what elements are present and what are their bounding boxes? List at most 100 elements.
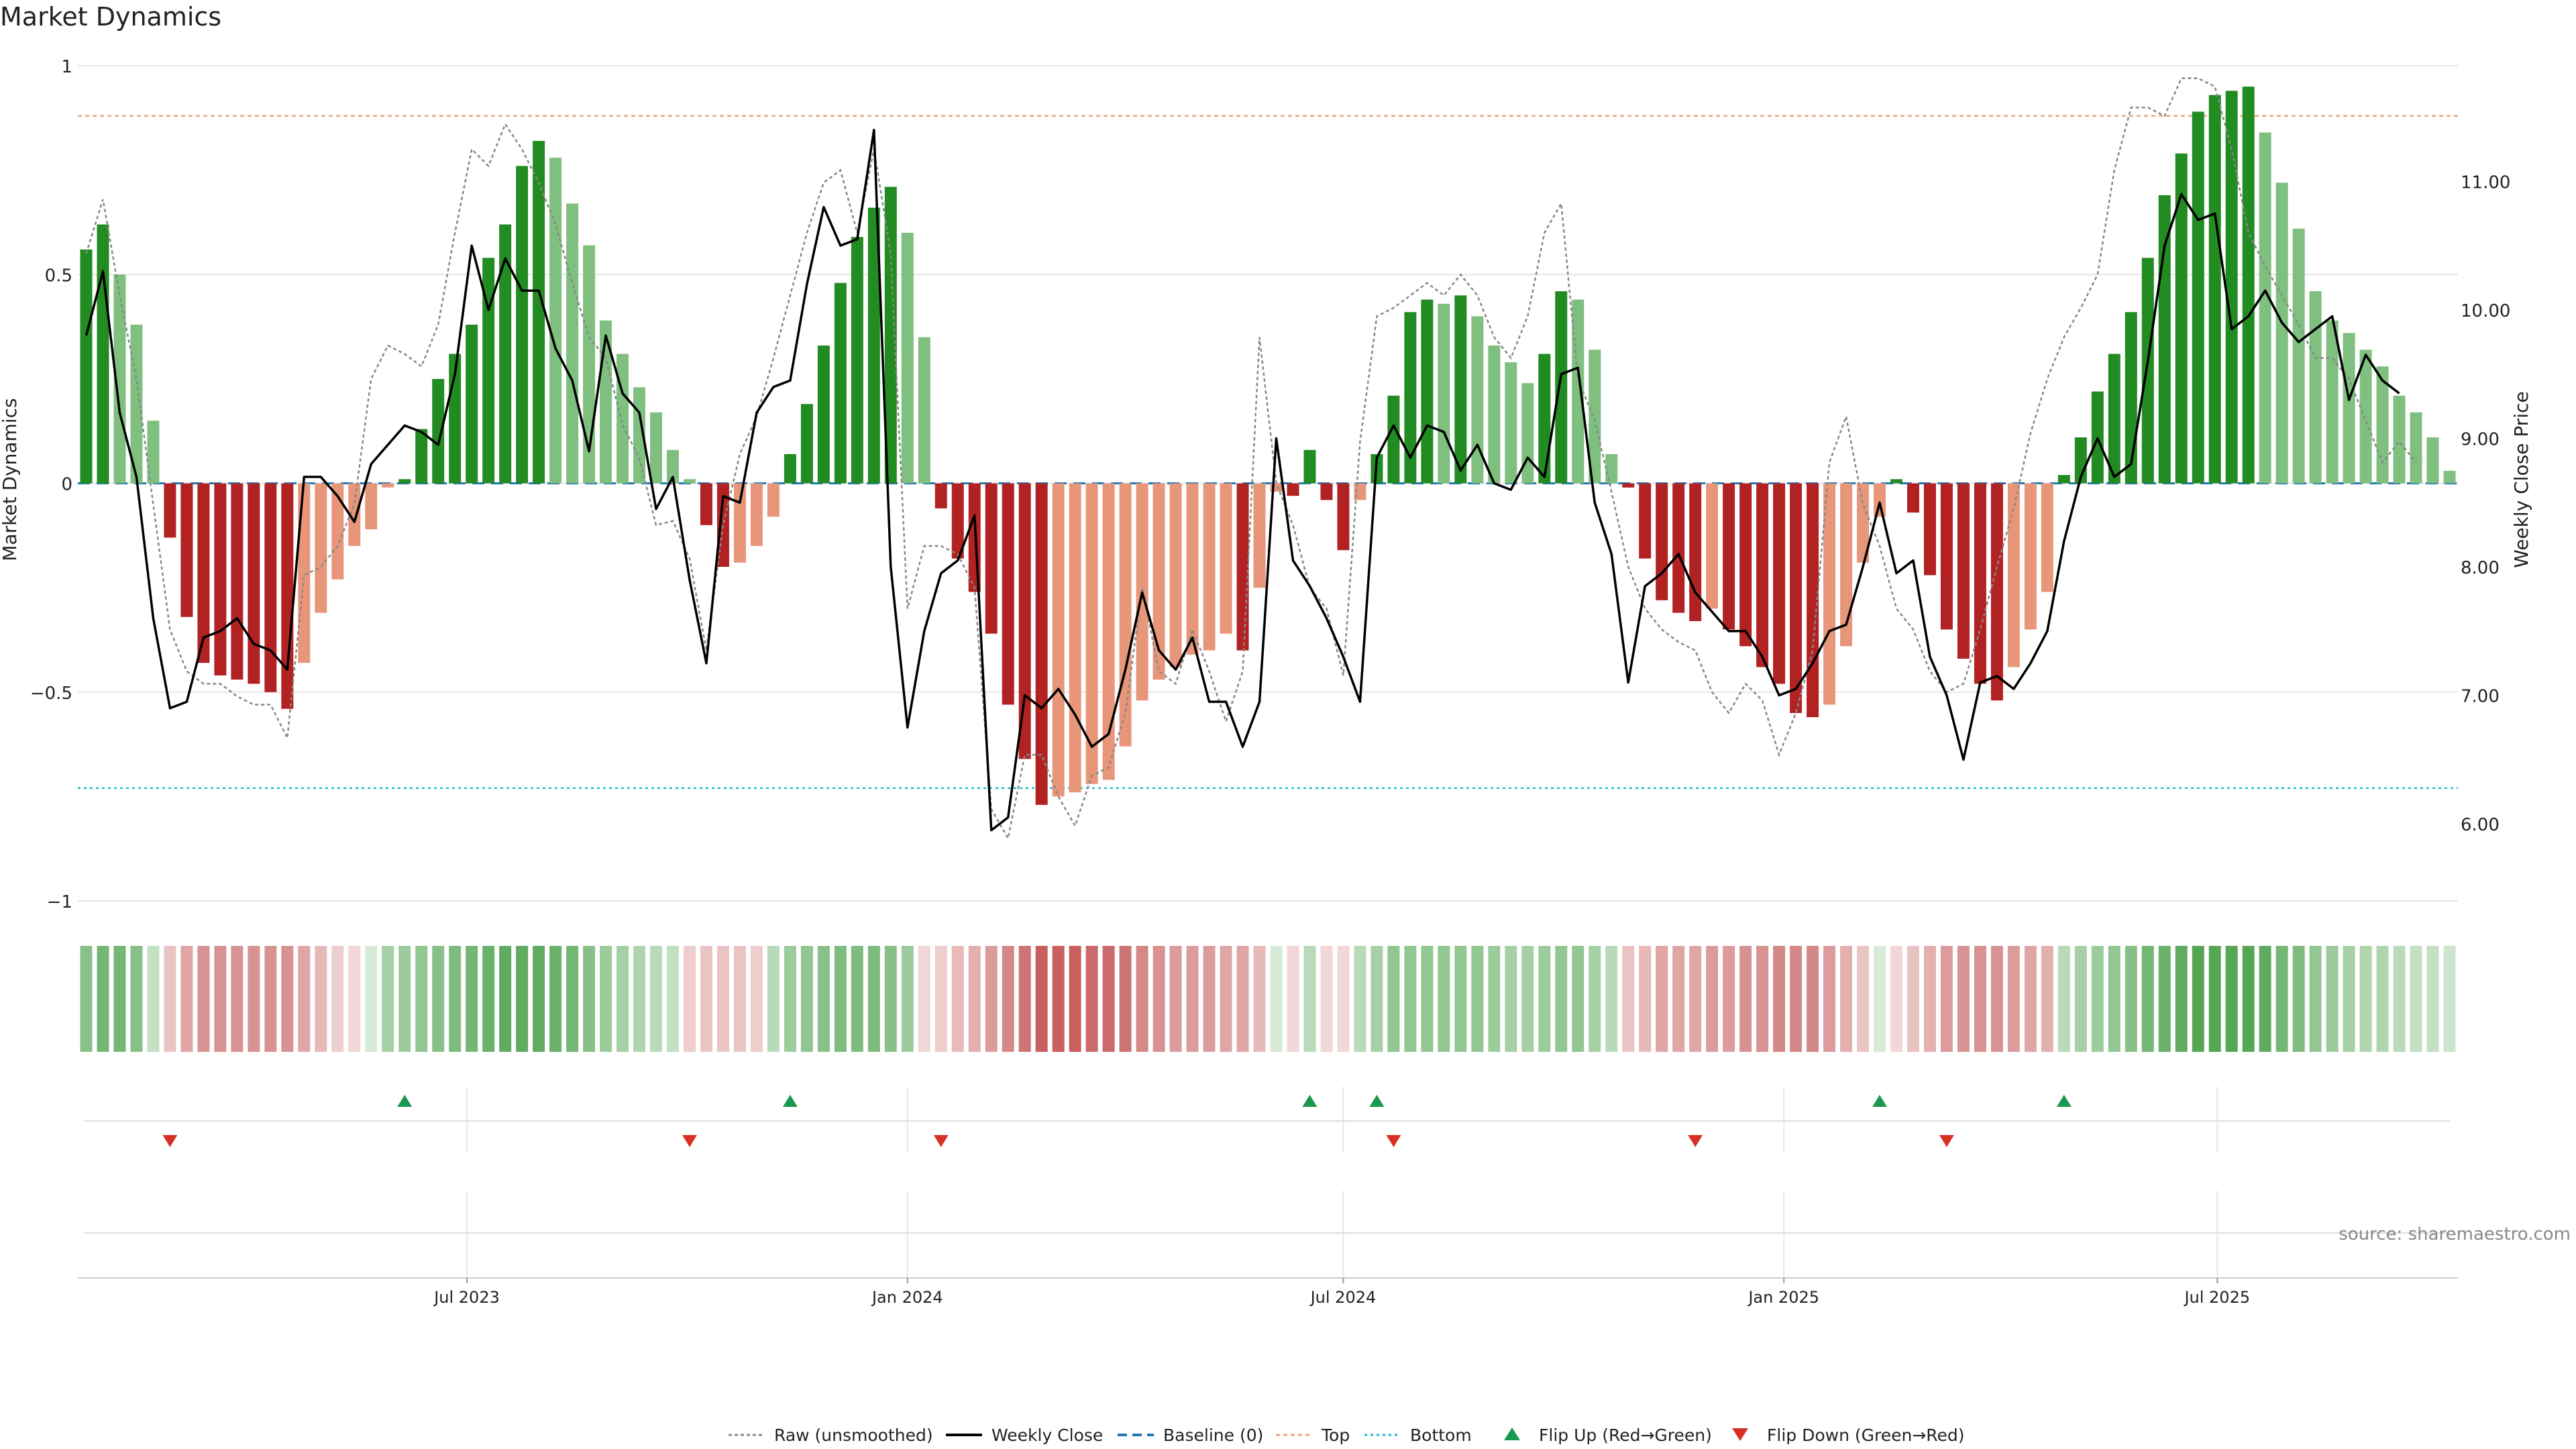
dynamics-bar <box>2041 483 2053 592</box>
heat-cell <box>2175 946 2188 1052</box>
heat-cell <box>1303 946 1316 1052</box>
heat-cell <box>1873 946 1886 1052</box>
heat-cell <box>1589 946 1601 1052</box>
heat-cell <box>1957 946 1970 1052</box>
dynamics-bar <box>616 354 629 484</box>
heat-cell <box>2426 946 2439 1052</box>
heat-cell <box>1605 946 1618 1052</box>
heat-cell <box>1940 946 1953 1052</box>
heat-cell <box>2141 946 2154 1052</box>
heat-cell <box>499 946 512 1052</box>
heat-cell <box>918 946 930 1052</box>
heat-cell <box>2091 946 2104 1052</box>
dynamics-bar <box>2393 395 2406 484</box>
dynamics-bar <box>1488 345 1501 484</box>
heat-cell <box>2158 946 2171 1052</box>
dynamics-bar <box>2343 333 2355 484</box>
heat-cell <box>583 946 596 1052</box>
heat-cell <box>1387 946 1400 1052</box>
dynamics-bar <box>834 282 847 484</box>
heat-cell <box>1756 946 1769 1052</box>
dynamics-bar <box>1907 483 1919 513</box>
heat-cell <box>516 946 529 1052</box>
heat-cell <box>2108 946 2121 1052</box>
dynamics-bar <box>600 320 612 484</box>
dynamics-bar <box>248 483 260 684</box>
dynamics-bar <box>1404 312 1417 484</box>
heat-cell <box>113 946 126 1052</box>
heat-cell <box>2326 946 2339 1052</box>
dynamics-bar <box>2359 350 2372 484</box>
y-tick-label: 0 <box>61 475 72 495</box>
dynamics-bar <box>1521 383 1534 484</box>
x-tick-label: Jan 2025 <box>1747 1288 1819 1307</box>
heat-cell <box>382 946 394 1052</box>
heat-cell <box>365 946 378 1052</box>
triangle-down-icon <box>1732 1428 1748 1441</box>
heat-cell <box>817 946 830 1052</box>
raw-series-path <box>85 77 2417 841</box>
dynamics-bars <box>80 87 2456 805</box>
y2-tick-label: 11.00 <box>2461 172 2510 193</box>
heat-cell <box>2443 946 2456 1052</box>
dynamics-bar <box>1555 291 1568 484</box>
chart-title: Market Dynamics <box>0 2 221 32</box>
dynamics-bar <box>733 483 746 563</box>
y2-tick-label: 8.00 <box>2461 558 2500 578</box>
dynamics-bar <box>1203 483 1216 651</box>
heat-cell <box>164 946 176 1052</box>
dynamics-bar <box>1102 483 1115 780</box>
heat-cell <box>2024 946 2037 1052</box>
heat-cell <box>934 946 947 1052</box>
heat-cell <box>867 946 880 1052</box>
flip-up-marker <box>2056 1095 2072 1107</box>
heat-cell <box>600 946 612 1052</box>
heat-cell <box>750 946 763 1052</box>
dynamics-bar <box>1756 483 1769 667</box>
heat-cell <box>449 946 462 1052</box>
dynamics-bar <box>566 203 579 484</box>
heat-cell <box>315 946 327 1052</box>
dynamics-bar <box>901 233 914 484</box>
heat-cell <box>1572 946 1585 1052</box>
heat-cell <box>348 946 361 1052</box>
legend: Raw (unsmoothed) Weekly Close Baseline (0)… <box>729 1426 1965 1445</box>
heat-cell <box>415 946 428 1052</box>
heat-cell <box>2259 946 2271 1052</box>
heat-cell <box>1471 946 1484 1052</box>
x-tick-label: Jul 2025 <box>2183 1288 2250 1307</box>
dynamics-bar <box>2225 91 2238 484</box>
dynamics-bar <box>1890 479 1902 484</box>
heat-cell <box>1220 946 1232 1052</box>
heat-cell <box>432 946 445 1052</box>
heat-cell <box>1354 946 1366 1052</box>
dynamics-bar <box>1974 483 1986 684</box>
heat-cell <box>884 946 897 1052</box>
dynamics-bar <box>1807 483 1819 718</box>
dynamics-bar <box>1421 299 1434 484</box>
y2-tick-label: 6.00 <box>2461 815 2500 835</box>
lower-panel <box>85 1191 2450 1278</box>
heat-cell <box>784 946 796 1052</box>
dynamics-bar <box>2141 258 2154 484</box>
heat-cell <box>180 946 193 1052</box>
legend-label: Baseline (0) <box>1163 1426 1263 1445</box>
heat-cell <box>2275 946 2288 1052</box>
dynamics-bar <box>1857 483 1869 563</box>
dynamics-bar <box>516 166 529 484</box>
heat-cell <box>1990 946 2003 1052</box>
heat-cell <box>1488 946 1501 1052</box>
heat-cell <box>566 946 579 1052</box>
raw-unsmoothed-line <box>85 77 2417 841</box>
dynamics-bar <box>700 483 712 525</box>
dynamics-bar <box>2192 111 2204 484</box>
dynamics-bar <box>667 449 679 484</box>
dynamics-bar <box>1354 483 1366 500</box>
dynamics-bar <box>1622 483 1635 488</box>
heat-cell <box>466 946 478 1052</box>
dynamics-bar <box>180 483 193 617</box>
dynamics-bar <box>80 249 93 484</box>
dynamics-bar <box>1253 483 1266 588</box>
dynamics-bar <box>2259 132 2271 484</box>
